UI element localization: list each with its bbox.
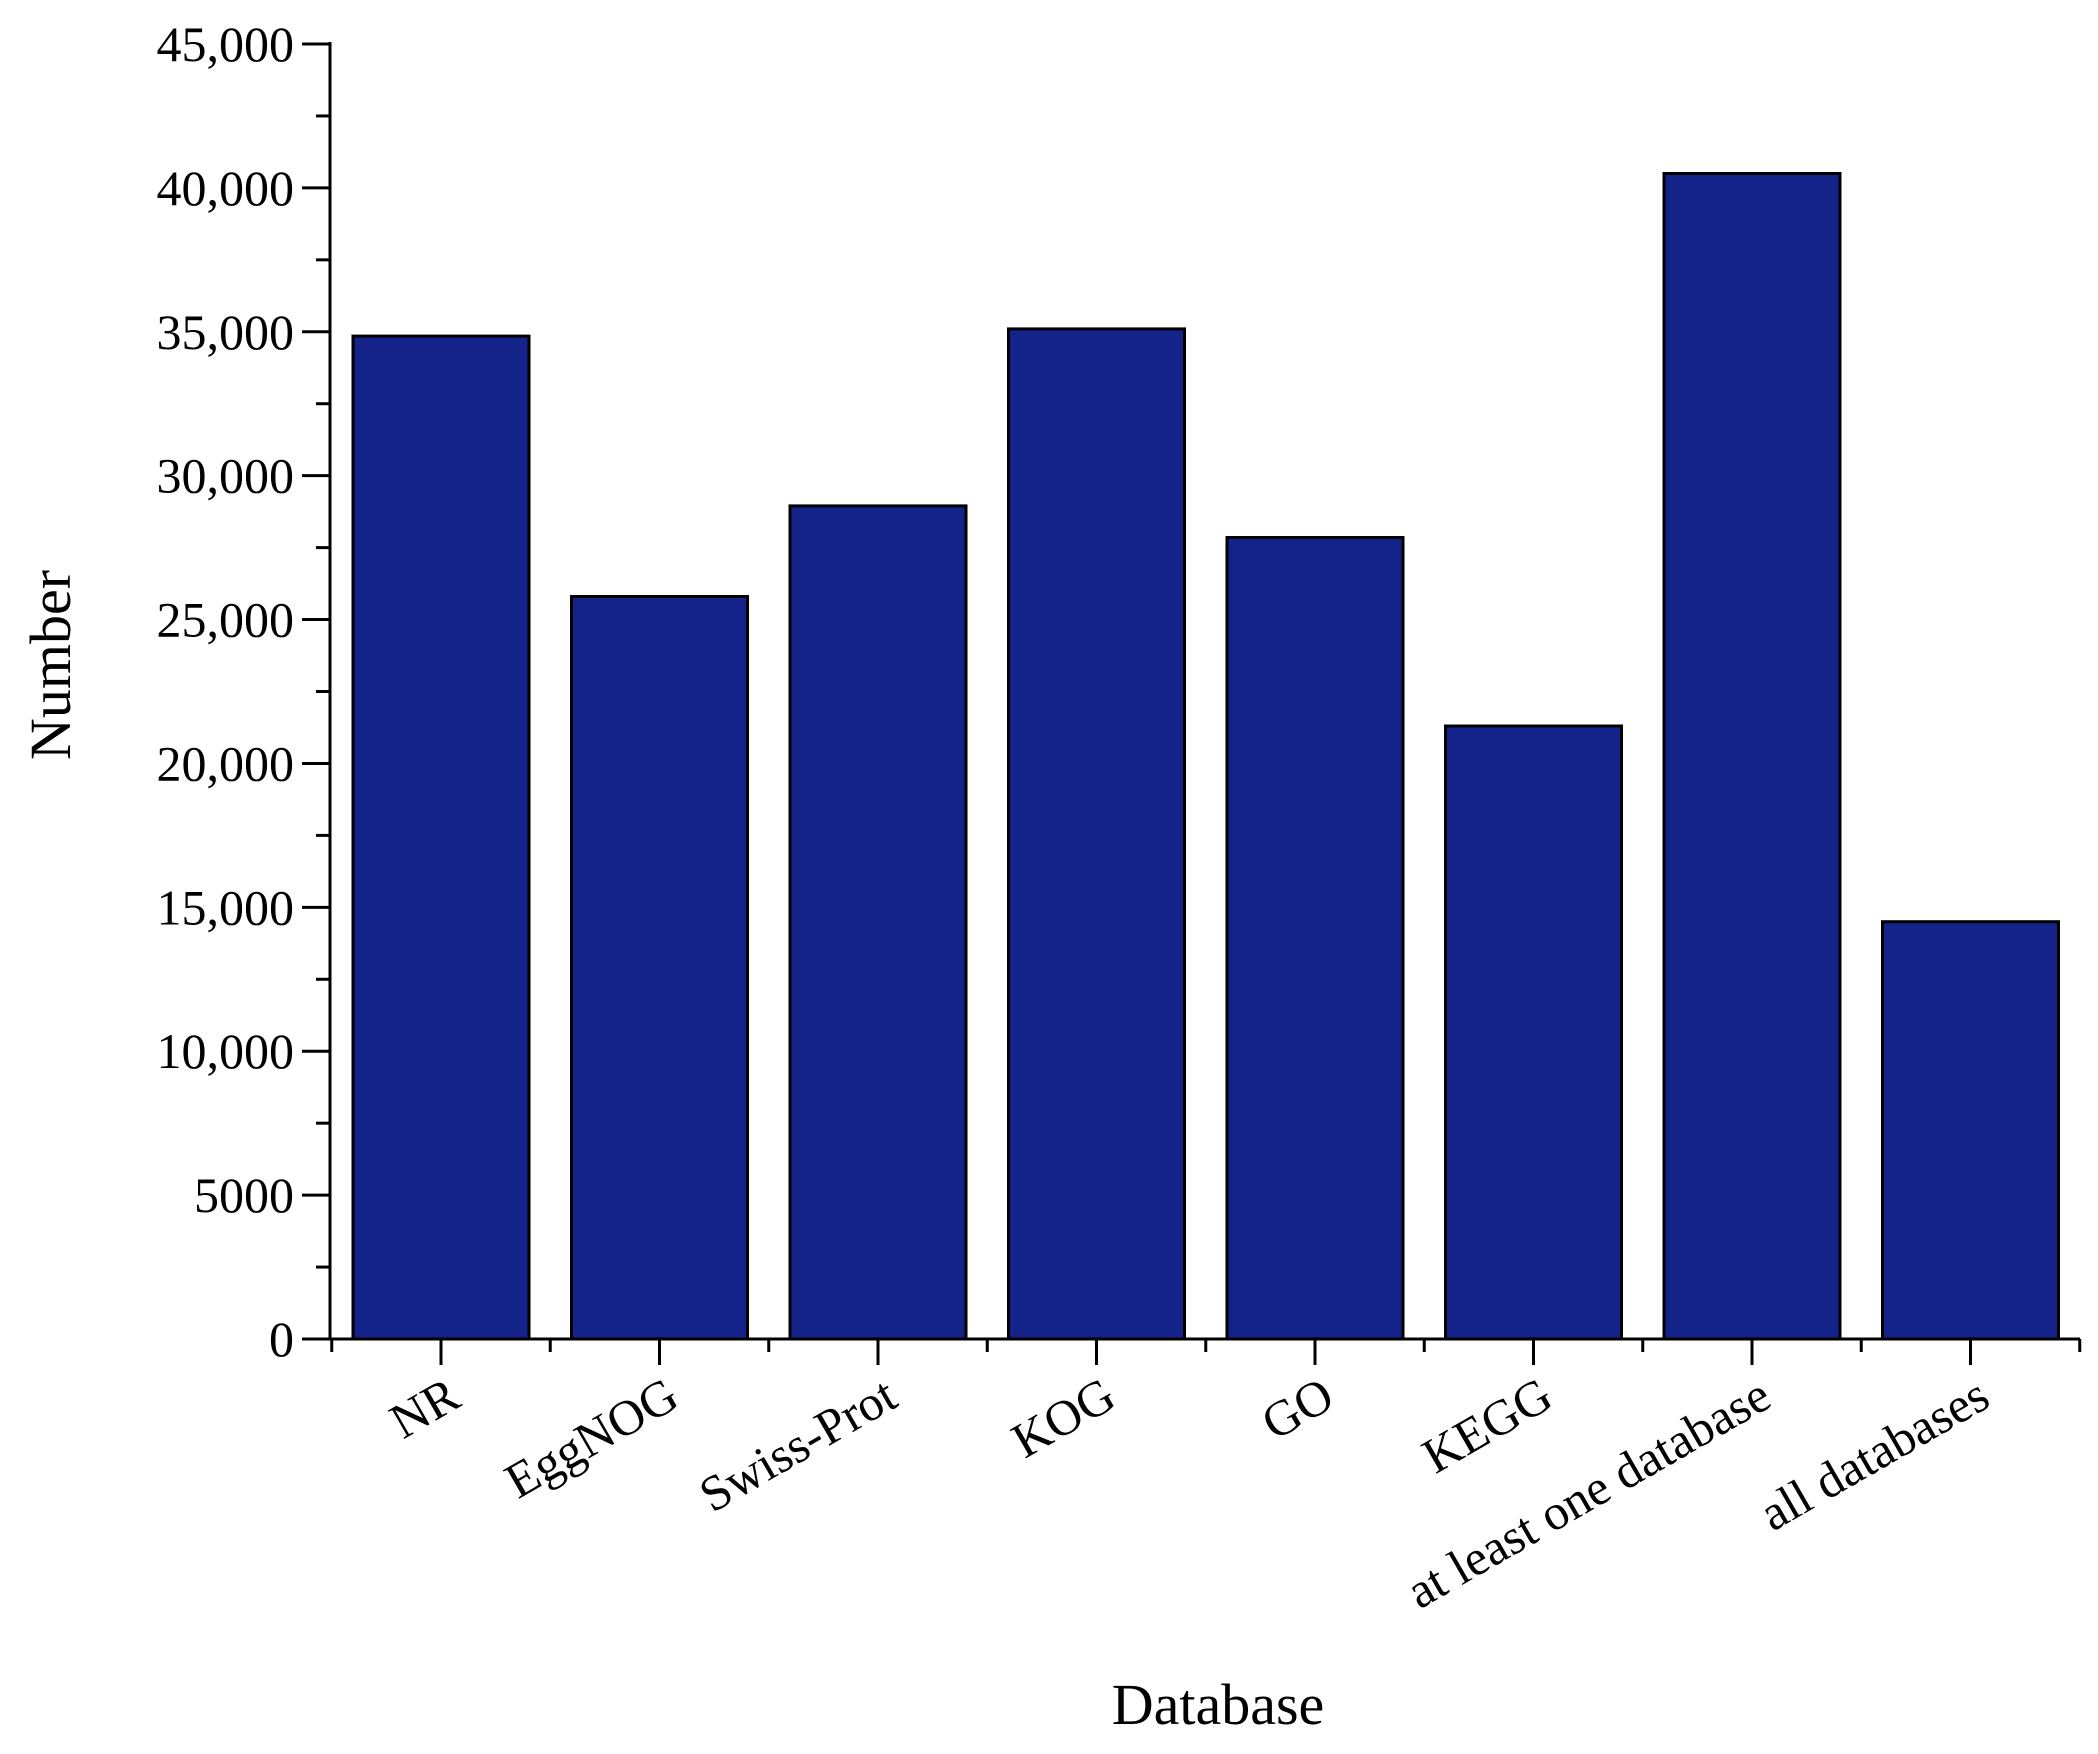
x-tick-label: KEGG — [1413, 1366, 1561, 1484]
x-tick-label: GO — [1252, 1366, 1343, 1451]
y-tick-label: 35,000 — [157, 304, 295, 360]
y-axis-title: Number — [18, 570, 83, 760]
y-tick-label: 15,000 — [157, 879, 295, 935]
y-tick-label: 20,000 — [157, 735, 295, 791]
x-axis-title: Database — [1112, 1672, 1325, 1737]
x-tick-label: KOG — [1002, 1366, 1124, 1469]
bars-layer — [351, 172, 2060, 1341]
y-tick-label: 5000 — [194, 1167, 294, 1223]
x-tick-label: Swiss-Prot — [690, 1366, 906, 1523]
bar-at-least-one-database — [1662, 172, 1842, 1341]
y-tick-label: 0 — [269, 1311, 294, 1367]
y-tick-label: 30,000 — [157, 448, 295, 504]
bar-swiss-prot — [788, 504, 968, 1341]
y-tick-label: 40,000 — [157, 160, 295, 216]
y-tick-label: 25,000 — [157, 592, 295, 648]
bar-kegg — [1444, 724, 1623, 1341]
y-tick-label: 10,000 — [157, 1023, 295, 1079]
bar-nr — [351, 334, 531, 1341]
x-tick-label: NR — [380, 1366, 469, 1450]
bar-kog — [1007, 327, 1186, 1341]
y-ticks-layer: 0 5000 10,000 15,000 20,000 25,000 30,000 35,00… — [157, 16, 330, 1367]
bar-eggnog — [570, 595, 749, 1341]
x-tick-label: EggNOG — [495, 1366, 687, 1509]
x-tick-label: at least one database — [1397, 1366, 1780, 1619]
bar-go — [1225, 536, 1405, 1341]
bar-all-databases — [1881, 920, 2060, 1341]
x-tick-label: all databases — [1750, 1366, 1998, 1542]
y-tick-label: 45,000 — [157, 16, 295, 72]
